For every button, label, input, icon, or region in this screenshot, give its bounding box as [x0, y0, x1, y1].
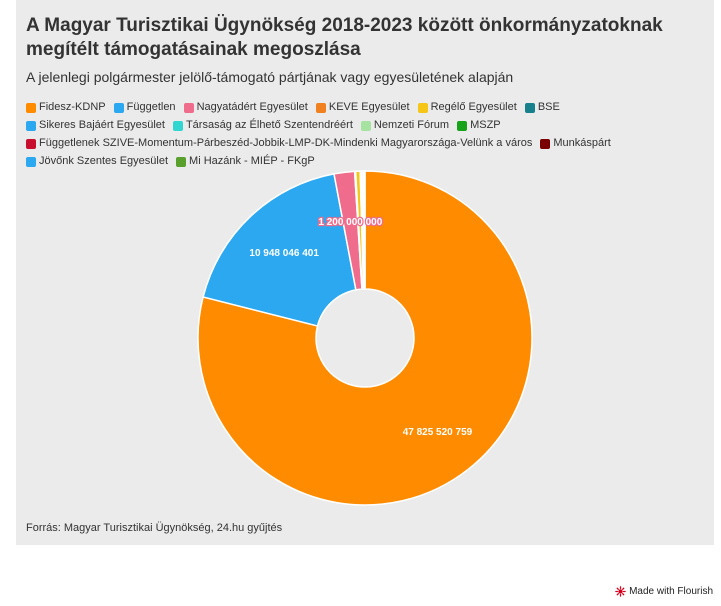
legend-swatch: [315, 102, 326, 113]
legend-item[interactable]: BSE: [524, 100, 560, 115]
legend-swatch: [360, 120, 371, 131]
data-label: 1 200 000 000: [318, 217, 382, 228]
legend-label: Nagyatádért Egyesület: [196, 101, 308, 113]
legend-label: KEVE Egyesület: [328, 101, 410, 113]
legend-swatch: [183, 102, 194, 113]
legend-label: Mi Hazánk - MIÉP - FKgP: [189, 155, 315, 168]
legend-item[interactable]: Munkáspárt: [540, 136, 611, 151]
donut-chart: 47 825 520 759 10 948 046 401 1 200 000 00…: [197, 170, 533, 506]
legend-swatch: [172, 120, 183, 131]
donut-slice[interactable]: [202, 173, 357, 327]
legend-label: Regélő Egyesület: [430, 101, 517, 113]
legend-label: MSZP: [470, 119, 501, 132]
legend-item[interactable]: Független: [113, 100, 176, 115]
legend-item[interactable]: Társaság az Élhető Szentendréért: [172, 118, 353, 133]
legend-swatch: [417, 102, 428, 113]
legend-swatch: [113, 102, 124, 113]
legend-swatch: [540, 138, 551, 149]
legend-label: BSE: [537, 101, 560, 113]
legend-label: Sikeres Bajáért Egyesület: [39, 119, 165, 132]
legend-swatch: [26, 157, 36, 168]
legend-item[interactable]: Függetlenek SZIVE-Momentum-Párbeszéd-Job…: [26, 136, 532, 151]
legend-item[interactable]: MSZP: [457, 118, 501, 133]
legend-item[interactable]: Mi Hazánk - MIÉP - FKgP: [176, 154, 315, 169]
data-label: 47 825 520 759: [403, 427, 473, 438]
badge-label: Made with Flourish: [629, 586, 713, 597]
legend-item[interactable]: Nemzeti Fórum: [360, 118, 450, 133]
chart-subtitle: A jelenlegi polgármester jelölő-támogató…: [26, 69, 514, 85]
legend-label: Jövőnk Szentes Egyesület: [39, 155, 169, 168]
legend-item[interactable]: Regélő Egyesület: [417, 100, 517, 115]
legend-label: Társaság az Élhető Szentendréért: [185, 119, 353, 132]
chart-title: A Magyar Turisztikai Ügynökség 2018-2023…: [26, 15, 663, 60]
legend-item[interactable]: Sikeres Bajáért Egyesület: [26, 118, 165, 133]
data-label: 10 948 046 401: [249, 248, 319, 259]
legend-item[interactable]: Fidesz-KDNP: [26, 100, 106, 115]
source-note: Forrás: Magyar Turisztikai Ügynökség, 24…: [26, 522, 283, 534]
flourish-badge[interactable]: Made with Flourish: [615, 586, 713, 597]
legend-swatch: [176, 157, 187, 168]
legend-swatch: [26, 138, 36, 149]
legend-label: Függetlenek SZIVE-Momentum-Párbeszéd-Job…: [39, 137, 533, 150]
donut-slice[interactable]: [197, 170, 533, 506]
legend-label: Fidesz-KDNP: [39, 101, 106, 113]
legend-item[interactable]: KEVE Egyesület: [315, 100, 410, 115]
legend-swatch: [524, 102, 535, 113]
legend-item[interactable]: Nagyatádért Egyesület: [183, 100, 308, 115]
legend-swatch: [26, 102, 36, 113]
legend-swatch: [457, 120, 468, 131]
legend-label: Független: [126, 101, 176, 113]
legend: Fidesz-KDNP Független Nagyatádért Egyesüle…: [26, 100, 706, 172]
legend-label: Nemzeti Fórum: [373, 119, 450, 132]
legend-item[interactable]: Jövőnk Szentes Egyesület: [26, 154, 168, 169]
legend-swatch: [26, 120, 36, 131]
legend-label: Munkáspárt: [553, 137, 611, 150]
chart-panel: A Magyar Turisztikai Ügynökség 2018-2023…: [16, 0, 714, 545]
flourish-logo-icon: [615, 586, 626, 597]
